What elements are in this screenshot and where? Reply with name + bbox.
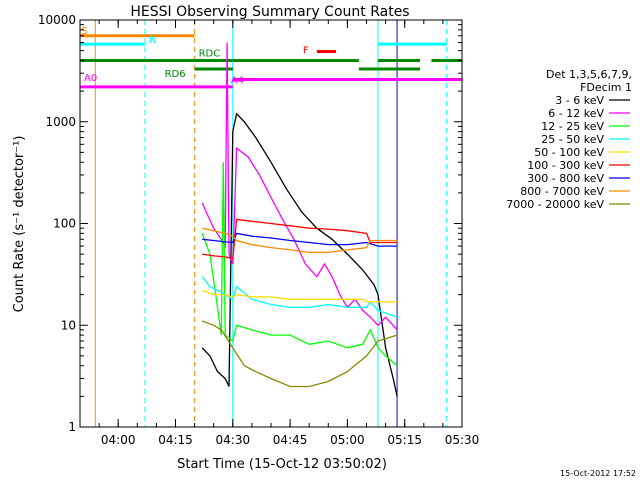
flag-label-S: S xyxy=(81,26,87,37)
x-tick-label-6: 05:30 xyxy=(445,433,480,447)
series-line-5 xyxy=(202,218,398,260)
x-tick-label-1: 04:15 xyxy=(158,433,193,447)
timestamp: 15-Oct-2012 17:52 xyxy=(560,469,636,478)
y-tick-label-1: 10 xyxy=(61,318,76,332)
series-line-7 xyxy=(202,227,398,254)
flag-label-N: N xyxy=(149,35,156,46)
series-line-1 xyxy=(201,42,398,331)
y-tick-label-3: 1000 xyxy=(45,115,76,129)
legend-label-5: 100 - 300 keV xyxy=(527,159,604,172)
legend-label-7: 800 - 7000 keV xyxy=(520,185,604,198)
flag-label-RDC: RDC xyxy=(199,48,221,59)
y-tick-label-0: 1 xyxy=(68,420,76,434)
chart-title: HESSI Observing Summary Count Rates xyxy=(130,4,409,20)
y-tick-label-4: 10000 xyxy=(38,13,76,27)
axes: 04:00 04:15 04:30 04:45 05:00 05:15 05:30 1 10 10… xyxy=(38,13,479,447)
x-axis-label: Start Time (15-Oct-12 03:50:02) xyxy=(177,457,387,472)
legend-label-3: 25 - 50 keV xyxy=(541,133,604,146)
x-tick-label-5: 05:15 xyxy=(387,433,422,447)
flag-label-F: F xyxy=(303,46,309,57)
legend-label-2: 12 - 25 keV xyxy=(541,120,604,133)
flag-label-A0: A0 xyxy=(84,73,97,84)
series-line-6 xyxy=(202,232,398,247)
legend-header-1: FDecim 1 xyxy=(580,81,632,94)
legend-label-8: 7000 - 20000 keV xyxy=(506,198,604,211)
legend-label-6: 300 - 800 keV xyxy=(527,172,604,185)
series-line-2 xyxy=(201,162,398,367)
series-line-8 xyxy=(201,320,398,388)
x-tick-label-3: 04:45 xyxy=(273,433,308,447)
x-tick-label-0: 04:00 xyxy=(101,433,136,447)
x-tick-label-4: 05:00 xyxy=(330,433,365,447)
x-tick-label-2: 04:30 xyxy=(216,433,251,447)
flag-label-RD6: RD6 xyxy=(165,69,186,80)
flag-bars: S N F RDC RD6 A0 A4 xyxy=(80,26,462,89)
legend-header-0: Det 1,3,5,6,7,9, xyxy=(546,68,632,81)
legend-label-4: 50 - 100 keV xyxy=(534,146,604,159)
series-line-4 xyxy=(201,289,398,303)
legend-label-0: 3 - 6 keV xyxy=(555,94,604,107)
vertical-markers xyxy=(79,20,448,427)
y-tick-label-2: 100 xyxy=(53,217,76,231)
y-axis-label: Count Rate (s⁻¹ detector⁻¹) xyxy=(12,136,27,313)
series-line-0 xyxy=(201,112,398,397)
legend-label-1: 6 - 12 keV xyxy=(548,107,604,120)
series-line-3 xyxy=(201,276,398,318)
series-group xyxy=(201,42,398,397)
flag-label-A4: A4 xyxy=(231,76,244,87)
